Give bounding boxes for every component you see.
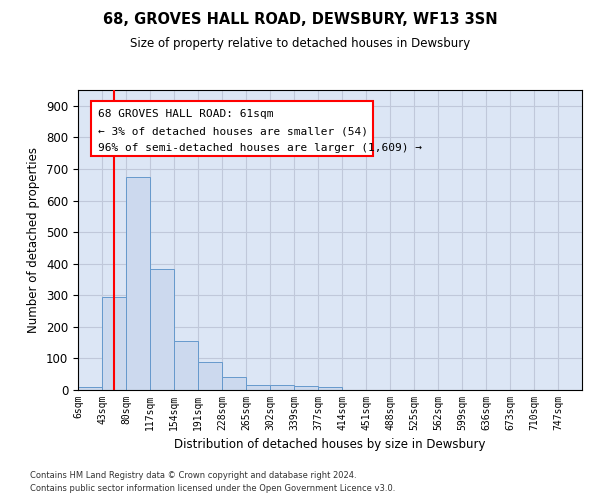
FancyBboxPatch shape bbox=[91, 100, 373, 156]
Text: 68 GROVES HALL ROAD: 61sqm: 68 GROVES HALL ROAD: 61sqm bbox=[98, 110, 274, 120]
Bar bbox=[222, 378, 246, 390]
Text: 96% of semi-detached houses are larger (1,609) →: 96% of semi-detached houses are larger (… bbox=[98, 142, 422, 152]
X-axis label: Distribution of detached houses by size in Dewsbury: Distribution of detached houses by size … bbox=[174, 438, 486, 452]
Bar bbox=[270, 385, 294, 390]
Text: ← 3% of detached houses are smaller (54): ← 3% of detached houses are smaller (54) bbox=[98, 126, 368, 136]
Bar bbox=[102, 297, 126, 390]
Bar bbox=[318, 387, 342, 390]
Text: Contains HM Land Registry data © Crown copyright and database right 2024.: Contains HM Land Registry data © Crown c… bbox=[30, 470, 356, 480]
Text: 68, GROVES HALL ROAD, DEWSBURY, WF13 3SN: 68, GROVES HALL ROAD, DEWSBURY, WF13 3SN bbox=[103, 12, 497, 28]
Bar bbox=[126, 177, 150, 390]
Bar bbox=[246, 384, 270, 390]
Bar bbox=[150, 269, 174, 390]
Text: Contains public sector information licensed under the Open Government Licence v3: Contains public sector information licen… bbox=[30, 484, 395, 493]
Bar bbox=[294, 386, 318, 390]
Bar bbox=[198, 362, 222, 390]
Text: Size of property relative to detached houses in Dewsbury: Size of property relative to detached ho… bbox=[130, 38, 470, 51]
Bar bbox=[174, 341, 198, 390]
Y-axis label: Number of detached properties: Number of detached properties bbox=[28, 147, 40, 333]
Bar bbox=[78, 387, 102, 390]
